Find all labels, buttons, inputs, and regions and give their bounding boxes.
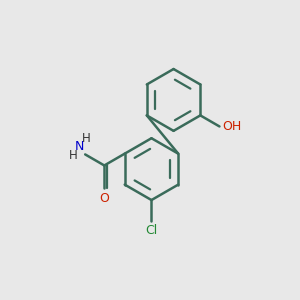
Text: H: H [68, 149, 77, 162]
Text: OH: OH [222, 120, 241, 133]
Text: O: O [99, 192, 109, 205]
Text: H: H [82, 132, 91, 145]
Text: Cl: Cl [145, 224, 158, 237]
Text: N: N [74, 140, 84, 153]
